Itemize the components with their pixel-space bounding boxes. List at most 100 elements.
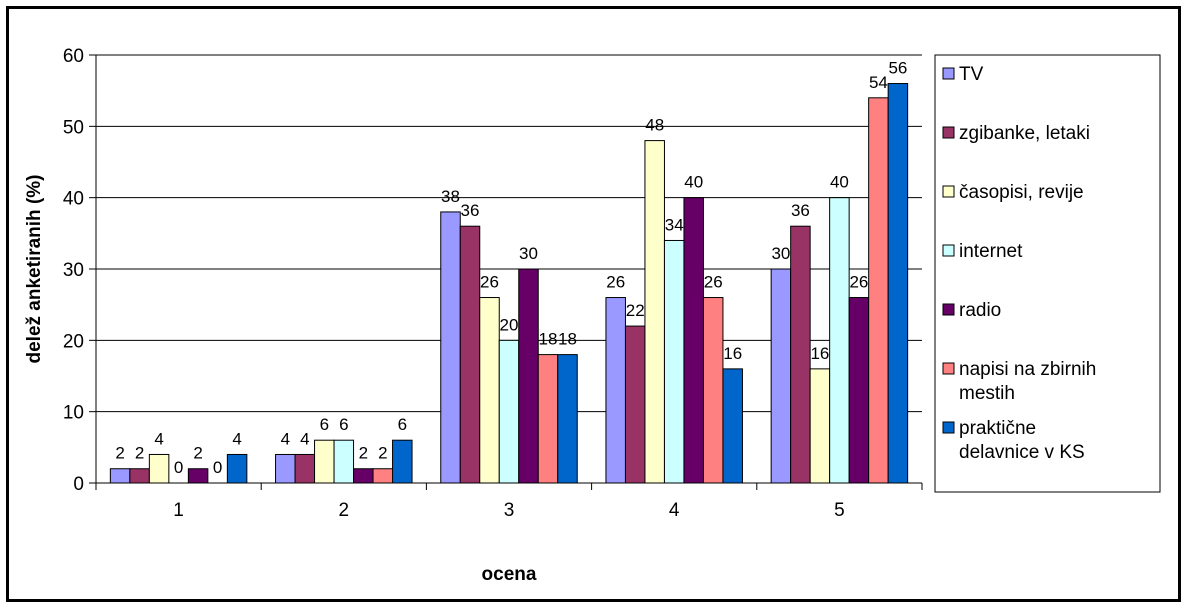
legend-swatch [942, 421, 955, 434]
data-label: 36 [461, 201, 480, 220]
bars [109, 83, 909, 484]
bar [479, 297, 500, 484]
x-tick-label: 1 [173, 500, 184, 521]
data-label: 22 [626, 301, 645, 320]
y-tick-label: 10 [63, 403, 84, 424]
data-label: 54 [869, 73, 888, 92]
data-label: 4 [300, 429, 309, 448]
legend-label: radio [959, 300, 1001, 321]
bar [868, 97, 889, 484]
data-label: 40 [830, 173, 849, 192]
legend-label: TV [959, 64, 984, 85]
bar [187, 468, 209, 484]
legend-label: časopisi, revije [959, 182, 1084, 203]
x-tick-label: 3 [504, 500, 515, 521]
bar [722, 368, 743, 484]
y-axis-title: delež anketiranih (%) [24, 175, 45, 364]
bar [294, 453, 316, 484]
bar [129, 468, 150, 484]
y-tick-label: 0 [73, 474, 84, 495]
data-label: 34 [665, 215, 684, 234]
bar [663, 239, 685, 484]
bar [790, 225, 811, 484]
data-label: 30 [771, 244, 790, 263]
legend-swatch [942, 362, 955, 375]
legend-swatch [942, 303, 955, 316]
data-label: 18 [558, 330, 577, 349]
bar [226, 453, 248, 484]
data-label: 48 [645, 116, 664, 135]
bar [314, 439, 335, 484]
y-tick-label: 60 [63, 46, 84, 67]
bar [333, 439, 355, 484]
data-label: 26 [606, 273, 625, 292]
data-label: 6 [320, 415, 329, 434]
bar [829, 197, 850, 484]
x-axis-title: ocena [482, 564, 537, 585]
bar [275, 453, 296, 484]
bar [498, 339, 520, 484]
bar [459, 225, 481, 484]
bar [624, 325, 646, 484]
bar [809, 368, 831, 484]
legend-label: praktične delavnice v KS [959, 418, 1085, 463]
data-label: 4 [154, 429, 163, 448]
y-tick-label: 30 [63, 260, 84, 281]
data-label: 4 [281, 429, 290, 448]
legend-label: zgibanke, letaki [959, 123, 1090, 144]
legend-swatch [942, 244, 955, 257]
bar [702, 297, 724, 484]
data-label: 2 [135, 444, 144, 463]
data-label: 18 [539, 330, 558, 349]
bar [770, 268, 792, 484]
legend: TV zgibanke, letaki časopisi, revije intern… [934, 54, 1161, 493]
x-tick-label: 4 [669, 500, 680, 521]
y-tick-label: 20 [63, 331, 84, 352]
data-label: 26 [480, 273, 499, 292]
data-label: 6 [339, 415, 348, 434]
data-label: 2 [378, 444, 387, 463]
data-label: 26 [849, 273, 868, 292]
bar [537, 354, 559, 484]
legend-swatch [942, 126, 955, 139]
data-label: 16 [723, 344, 742, 363]
bar [683, 197, 704, 484]
bar [440, 211, 461, 484]
bar [887, 83, 909, 484]
bar [848, 297, 870, 484]
data-label: 16 [810, 344, 829, 363]
legend-swatch [942, 67, 955, 80]
bar [148, 453, 170, 484]
data-label: 2 [115, 444, 124, 463]
data-label: 4 [232, 429, 241, 448]
legend-swatch [942, 185, 955, 198]
legend-box [934, 54, 1161, 493]
x-tick-label: 2 [339, 500, 350, 521]
legend-label: napisi na zbirnih mestih [959, 359, 1096, 404]
bar [392, 439, 413, 484]
bar [644, 140, 665, 484]
data-label: 38 [441, 187, 460, 206]
bar [372, 468, 394, 484]
legend-label: internet [959, 241, 1023, 262]
bar [109, 468, 131, 484]
data-label: 0 [174, 458, 183, 477]
x-tick-label: 5 [834, 500, 845, 521]
data-label: 0 [213, 458, 222, 477]
y-tick-label: 50 [63, 117, 84, 138]
bar [518, 268, 539, 484]
data-label: 20 [500, 315, 519, 334]
data-label: 2 [359, 444, 368, 463]
data-label: 30 [519, 244, 538, 263]
data-label: 2 [193, 444, 202, 463]
y-tick-label: 40 [63, 189, 84, 210]
data-label: 26 [704, 273, 723, 292]
bar [557, 354, 578, 484]
data-label: 36 [791, 201, 810, 220]
data-label: 40 [684, 173, 703, 192]
data-label: 56 [888, 59, 907, 78]
